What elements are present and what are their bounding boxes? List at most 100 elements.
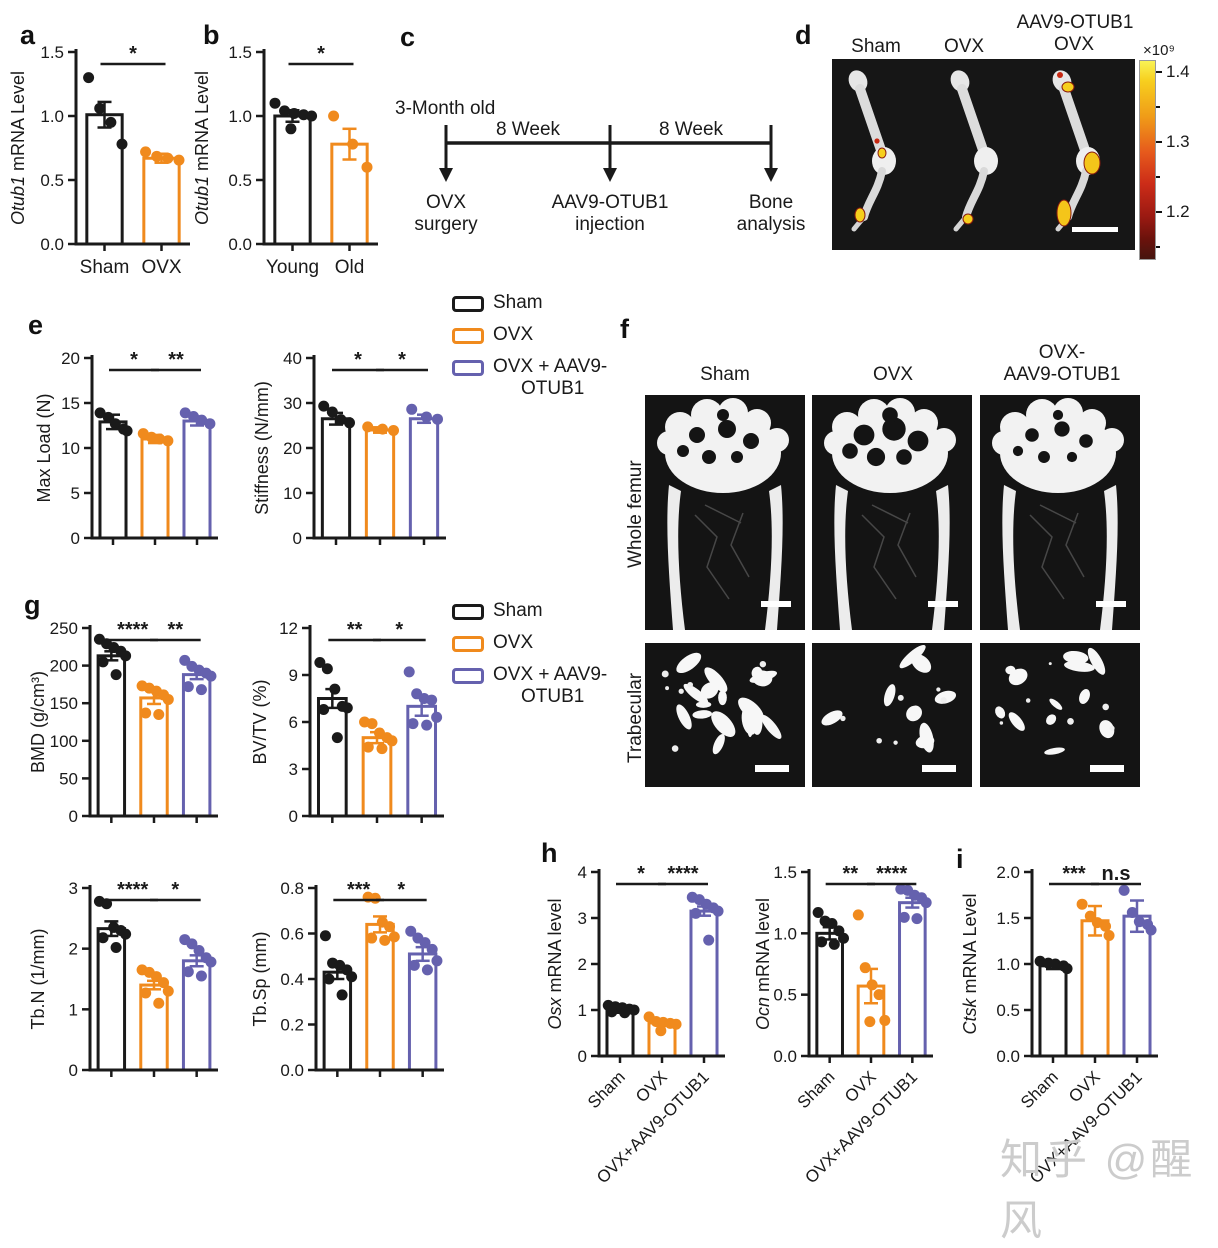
chart-osx: 0 1 2 3 4 Sham OVX OVX+AAV9-OTUB1 Osx mRNA level… [545, 848, 735, 1193]
panel-label-a: a [20, 20, 36, 50]
data-point [173, 154, 185, 166]
panel-label-e: e [28, 310, 44, 340]
data-point [388, 424, 400, 436]
bar-OVX [142, 156, 181, 246]
data-point [162, 985, 174, 997]
data-point [162, 435, 174, 447]
trabecular-image-sham [645, 643, 805, 792]
data-point [279, 105, 291, 117]
data-point [120, 928, 132, 940]
sig-label: *** [347, 879, 371, 901]
data-point [859, 962, 871, 974]
bar-Sham [98, 420, 128, 540]
svg-text:1.5: 1.5 [40, 43, 64, 62]
data-point [204, 418, 216, 430]
data-point [336, 989, 348, 1001]
bone-silhouette [848, 70, 896, 232]
sig-label: * [637, 863, 645, 885]
data-point [83, 72, 95, 84]
panel-label-i: i [956, 844, 964, 874]
panel-label-b: b [203, 20, 220, 50]
svg-text:1.5: 1.5 [773, 863, 797, 882]
chart-otub1-young-old: 0.0 0.5 1.0 1.5 Young Old Otub1 mRNA Level * [192, 30, 392, 287]
data-point [421, 964, 433, 976]
aav9-swatch-icon [452, 359, 484, 376]
femur-image-sham [645, 395, 805, 635]
data-point [619, 1007, 631, 1019]
svg-text:OVX: OVX [141, 257, 181, 278]
svg-text:Sham: Sham [80, 257, 130, 278]
svg-text:5: 5 [71, 484, 80, 503]
sig-label: n.s [1102, 863, 1131, 885]
panel-label-d: d [795, 20, 812, 50]
data-point [318, 703, 330, 715]
svg-text:0: 0 [578, 1047, 587, 1066]
f-row-whole-femur: Whole femur [625, 460, 646, 568]
data-point [376, 743, 388, 755]
data-point [314, 656, 326, 668]
data-point [386, 735, 398, 747]
data-point [431, 955, 443, 967]
data-point [187, 411, 199, 422]
svg-text:2.0: 2.0 [996, 863, 1020, 882]
data-point [712, 905, 724, 917]
data-point [328, 110, 340, 122]
arrow-down-icon [764, 168, 778, 182]
data-point [426, 694, 438, 706]
panel-label-f: f [620, 314, 629, 344]
legend-item-sham: Sham [452, 600, 607, 622]
svg-text:0.0: 0.0 [773, 1047, 797, 1066]
ovx-swatch-icon [452, 327, 484, 344]
chart-ctsk: 0.0 0.5 1.0 1.5 2.0 Sham OVX OVX+AAV9-OTUB1 Ctsk… [960, 848, 1168, 1193]
data-point [407, 718, 419, 730]
data-point [162, 152, 174, 164]
data-point [346, 971, 358, 983]
signal-spot [1061, 81, 1075, 93]
data-point [655, 1025, 667, 1037]
svg-text:0: 0 [69, 1061, 78, 1080]
sig-label: * [171, 879, 179, 901]
d-col-aav9-line2: OVX [1053, 34, 1095, 55]
svg-text:9: 9 [289, 666, 298, 685]
data-point [205, 670, 217, 682]
svg-text:0: 0 [71, 529, 80, 548]
data-point [94, 407, 106, 419]
bar-Sham [316, 697, 348, 818]
sig-label: * [398, 349, 406, 371]
data-point [1084, 910, 1096, 922]
svg-text:Young: Young [266, 257, 319, 278]
data-point [109, 418, 121, 430]
data-point [828, 938, 840, 950]
panel-f-microct: Sham OVX OVX- AAV9-OTUB1 Whole femur Tra… [615, 312, 1215, 798]
data-point [196, 414, 208, 426]
bar-Old [330, 142, 369, 246]
scale-bar [761, 601, 791, 607]
svg-text:20: 20 [283, 439, 302, 458]
data-point [153, 708, 165, 720]
svg-text:1.0: 1.0 [40, 107, 64, 126]
data-point [426, 943, 438, 955]
svg-text:Sham: Sham [1017, 1067, 1062, 1112]
sig-label: **** [117, 879, 148, 901]
trabecular-svg [812, 643, 972, 787]
data-point [347, 138, 359, 150]
data-point [866, 979, 878, 991]
sig-label: * [397, 879, 405, 901]
data-point [362, 421, 374, 433]
svg-text:Tb.Sp (mm): Tb.Sp (mm) [250, 931, 270, 1026]
svg-text:0.5: 0.5 [228, 171, 252, 190]
svg-text:0.0: 0.0 [996, 1047, 1020, 1066]
signal-spot [1083, 151, 1101, 175]
sig-label: *** [1062, 863, 1086, 885]
f-col-aav9-line2: AAV9-OTUB1 [1003, 364, 1121, 385]
svg-text:0.5: 0.5 [40, 171, 64, 190]
panel-label-g: g [24, 590, 41, 620]
legend-item-aav9: OVX + AAV9- OTUB1 [452, 356, 607, 400]
timeline-seg2-label: 8 Week [659, 119, 724, 140]
data-point [920, 897, 932, 909]
ovx-swatch-icon [452, 635, 484, 652]
svg-text:Ctsk mRNA Level: Ctsk mRNA Level [960, 893, 980, 1034]
data-point [879, 1014, 891, 1026]
panel-label-h: h [541, 838, 558, 868]
